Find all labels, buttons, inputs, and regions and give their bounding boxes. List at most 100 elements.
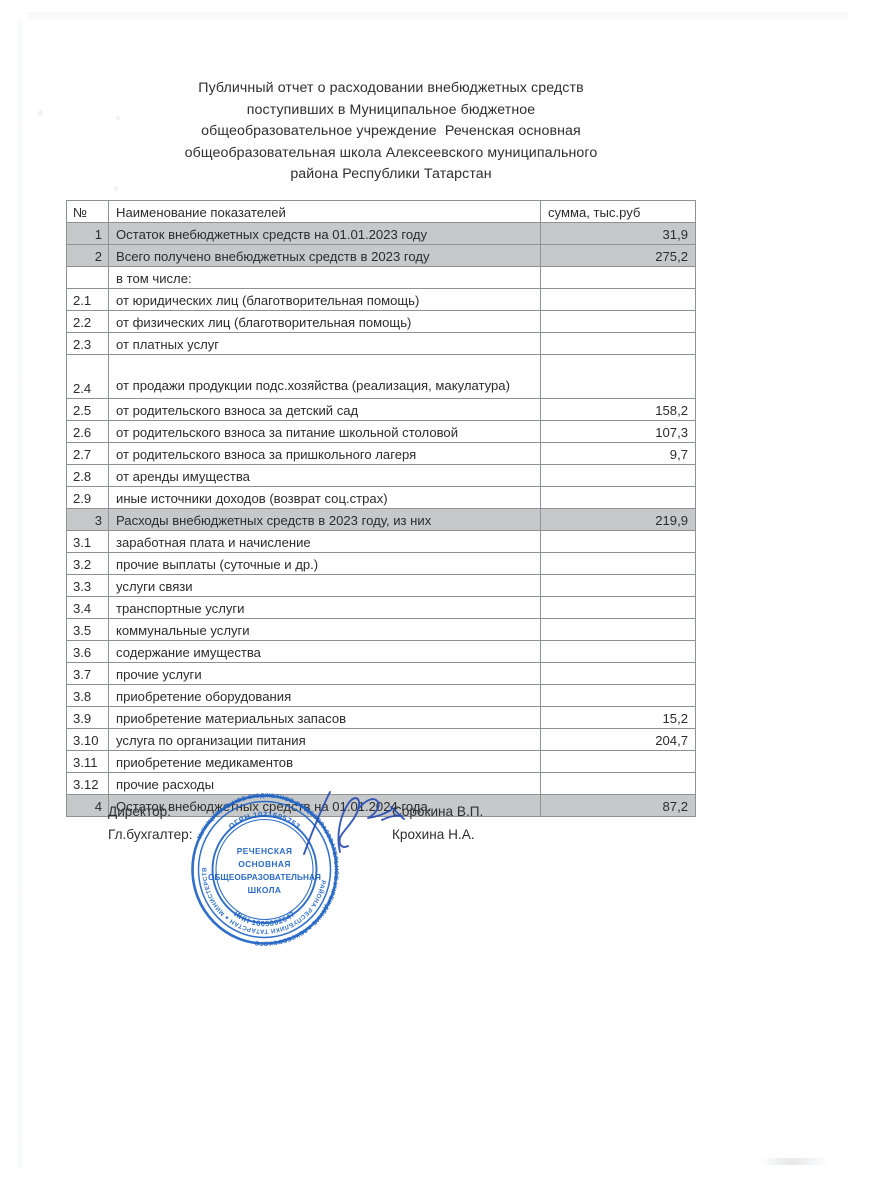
row-number-cell — [66, 266, 109, 289]
signature-role-accountant: Гл.бухгалтер: — [108, 827, 193, 842]
row-amount-cell — [540, 750, 696, 773]
title-line-4: общеобразовательная школа Алексеевского … — [184, 144, 598, 161]
row-label-cell: содержание имущества — [108, 640, 541, 663]
row-number-cell: 1 — [66, 222, 109, 245]
row-label-cell: приобретение материальных запасов — [108, 706, 541, 729]
table-header-row: № Наименование показателей сумма, тыс.ру… — [66, 200, 696, 223]
row-number-cell: 3.1 — [66, 530, 109, 553]
row-label-cell: услуги связи — [108, 574, 541, 597]
row-label-cell: заработная плата и начисление — [108, 530, 541, 553]
title-line-5: района Республики Татарстан — [290, 166, 492, 182]
scan-speck — [38, 110, 43, 116]
row-number-cell: 2.2 — [66, 310, 109, 333]
row-amount-cell — [540, 618, 696, 641]
column-header-sum: сумма, тыс.руб — [540, 200, 696, 223]
row-amount-cell — [540, 640, 696, 663]
row-amount-cell — [540, 772, 696, 795]
table-row: 3 Расходы внебюджетных средств в 2023 год… — [66, 508, 696, 531]
row-amount-cell — [540, 684, 696, 707]
table-header: № Наименование показателей сумма, тыс.ру… — [66, 200, 696, 223]
row-amount-cell — [540, 552, 696, 575]
svg-text:ИНН 1605002647: ИНН 1605002647 — [232, 909, 297, 928]
row-amount-cell — [540, 354, 696, 399]
svg-text:ШКОЛА: ШКОЛА — [248, 885, 282, 895]
row-label-cell: прочие услуги — [108, 662, 541, 685]
table-row: 2.4 от продажи продукции подс.хозяйства (… — [66, 354, 696, 399]
table-row: 3.1 заработная плата и начисление — [66, 530, 696, 553]
row-amount-cell — [540, 310, 696, 333]
row-amount-cell: 275,2 — [540, 244, 696, 267]
scan-speck — [116, 116, 120, 121]
table-row: 2.6 от родительского взноса за питание шк… — [66, 420, 696, 443]
row-label-cell: от юридических лиц (благотворительная по… — [108, 288, 541, 311]
row-number-cell: 3.7 — [66, 662, 109, 685]
title-line-1: Публичный отчет о расходовании внебюджет… — [198, 80, 584, 96]
svg-text:ОСНОВНАЯ: ОСНОВНАЯ — [238, 859, 291, 869]
row-amount-cell — [540, 332, 696, 355]
signature-name-director: Сорокина В.П. — [392, 804, 484, 819]
row-label-cell: от родительского взноса за детский сад — [108, 398, 541, 421]
table-row: 3.2 прочие выплаты (суточные и др.) — [66, 552, 696, 575]
table-row: 3.10 услуга по организации питания 204,7 — [66, 728, 696, 751]
table-row: 3.4 транспортные услуги — [66, 596, 696, 619]
table-row: 3.12 прочие расходы — [66, 772, 696, 795]
report-table: № Наименование показателей сумма, тыс.ру… — [66, 200, 696, 817]
row-number-cell: 2.1 — [66, 288, 109, 311]
row-number-cell: 2.8 — [66, 464, 109, 487]
signature-role-director: Директор: — [108, 804, 171, 819]
table-row: в том числе: — [66, 266, 696, 289]
row-number-cell: 3.6 — [66, 640, 109, 663]
table-row: 2.8 от аренды имущества — [66, 464, 696, 487]
signature-roles: Директор: Гл.бухгалтер: — [108, 800, 193, 846]
table-row: 3.7 прочие услуги — [66, 662, 696, 685]
row-label-cell: от родительского взноса за питание школь… — [108, 420, 541, 443]
row-label-cell: от физических лиц (благотворительная пом… — [108, 310, 541, 333]
table-row: 2.9 иные источники доходов (возврат соц.с… — [66, 486, 696, 509]
table-row: 2.1 от юридических лиц (благотворительная… — [66, 288, 696, 311]
table-row: 2.7 от родительского взноса за пришкольно… — [66, 442, 696, 465]
table-body: 1 Остаток внебюджетных средств на 01.01.2… — [66, 222, 696, 817]
row-number-cell: 2.7 — [66, 442, 109, 465]
row-label-cell: приобретение медикаментов — [108, 750, 541, 773]
row-amount-cell: 31,9 — [540, 222, 696, 245]
row-number-cell: 3.9 — [66, 706, 109, 729]
row-amount-cell: 15,2 — [540, 706, 696, 729]
table-row: 2.5 от родительского взноса за детский са… — [66, 398, 696, 421]
title-line-2: поступивших в Муниципальное бюджетное — [246, 101, 536, 118]
row-amount-cell — [540, 486, 696, 509]
table-row: 2 Всего получено внебюджетных средств в 2… — [66, 244, 696, 267]
row-label-cell: Расходы внебюджетных средств в 2023 году… — [108, 508, 541, 531]
row-amount-cell — [540, 288, 696, 311]
row-amount-cell: 107,3 — [540, 420, 696, 443]
row-amount-cell: 158,2 — [540, 398, 696, 421]
row-amount-cell: 9,7 — [540, 442, 696, 465]
row-number-cell: 4 — [66, 794, 109, 817]
column-header-no: № — [66, 200, 109, 223]
signature-name-accountant: Крохина Н.А. — [392, 827, 475, 842]
row-label-cell: прочие расходы — [108, 772, 541, 795]
row-amount-cell — [540, 266, 696, 289]
row-number-cell: 3.12 — [66, 772, 109, 795]
row-label-cell: транспортные услуги — [108, 596, 541, 619]
column-header-name: Наименование показателей — [108, 200, 541, 223]
table-row: 3.3 услуги связи — [66, 574, 696, 597]
row-number-cell: 3 — [66, 508, 109, 531]
row-label-cell: от продажи продукции подс.хозяйства (реа… — [108, 354, 541, 399]
row-number-cell: 2.6 — [66, 420, 109, 443]
row-amount-cell — [540, 596, 696, 619]
bottom-scan-artifact — [760, 1158, 830, 1165]
row-number-cell: 3.5 — [66, 618, 109, 641]
row-label-cell: услуга по организации питания — [108, 728, 541, 751]
row-amount-cell: 204,7 — [540, 728, 696, 751]
row-label-cell: Остаток внебюджетных средств на 01.01.20… — [108, 222, 541, 245]
row-label-cell: в том числе: — [108, 266, 541, 289]
row-label-cell: от аренды имущества — [108, 464, 541, 487]
row-number-cell: 2.5 — [66, 398, 109, 421]
row-number-cell: 2.4 — [66, 354, 109, 399]
table-row: 3.8 приобретение оборудования — [66, 684, 696, 707]
row-label-cell: коммунальные услуги — [108, 618, 541, 641]
row-number-cell: 2.3 — [66, 332, 109, 355]
row-label-cell: Всего получено внебюджетных средств в 20… — [108, 244, 541, 267]
row-label-cell: приобретение оборудования — [108, 684, 541, 707]
